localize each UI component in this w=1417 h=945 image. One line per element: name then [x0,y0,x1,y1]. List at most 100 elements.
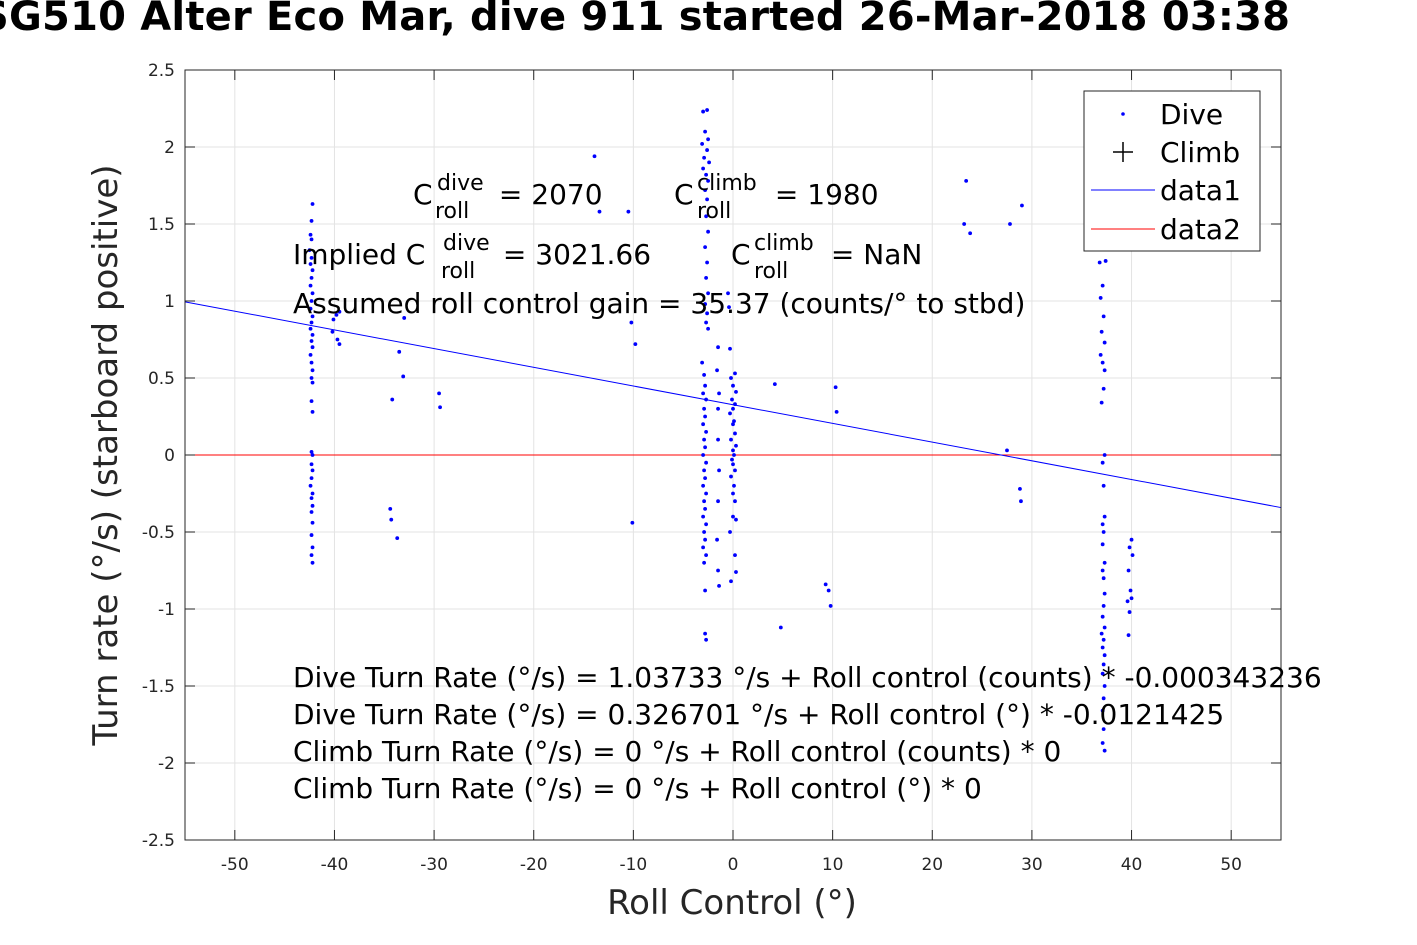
dive-point [308,353,313,357]
dive-point [706,178,710,183]
dive-point [962,222,967,226]
y-tick-label: 0 [164,446,175,466]
c-roll-climb-value: = 1980 [766,178,879,211]
dive-point [834,409,839,414]
dive-point [308,306,313,311]
dive-point [704,430,708,434]
dive-point [309,376,314,380]
c-roll-climb-sup: climb [697,171,757,196]
dive-point [1102,748,1107,753]
data1-line-group [184,301,1282,509]
dive-point [1008,222,1012,226]
dive-point [395,536,400,541]
dive-point [703,245,708,250]
dive-point [308,283,313,288]
dive-point [1100,741,1105,745]
dive-point [703,302,708,306]
dive-point [704,320,708,325]
dive-point [704,397,708,402]
dive-point [1126,633,1131,638]
x-tick-label: 30 [1021,855,1043,875]
dive-point [1128,588,1133,593]
dive-point [734,517,738,522]
implied-climb-value: = NaN [822,238,922,271]
legend-box [1083,90,1261,252]
dive-point [733,371,737,376]
dive-point [309,219,314,223]
dive-point [1102,560,1107,565]
dive-point [733,468,737,473]
dive-point [734,443,738,448]
dive-point [701,483,706,488]
dive-point [310,468,315,473]
dive-point [705,197,709,202]
dive-point [730,397,734,402]
annotation-implied-climb: C climb roll = NaN [731,231,922,284]
dive-point [1100,708,1105,713]
dive-point [732,483,736,488]
dive-point [1129,537,1134,542]
dive-point [1102,453,1107,457]
y-tick-label: 1.5 [148,215,175,235]
dive-point [727,305,731,310]
dive-point [1100,360,1105,365]
legend-data1-label: data1 [1160,174,1241,207]
dive-point [630,520,635,525]
fit-line-4: Climb Turn Rate (°/s) = 0 °/s + Roll con… [293,772,982,805]
c-roll-climb-base: C [674,178,694,211]
dive-point [729,376,733,380]
dive-point [310,380,315,385]
dive-point [1127,545,1132,550]
dive-point [309,399,314,403]
dive-point [592,154,597,159]
dive-point [308,232,313,237]
implied-climb-sub: roll [754,259,788,284]
x-tick-label: 10 [822,855,844,875]
dive-point [731,448,735,453]
dive-point [964,178,969,183]
dive-point [707,160,711,165]
dive-point [310,314,315,319]
dive-point [309,533,314,537]
fit-line-2: Dive Turn Rate (°/s) = 0.326701 °/s + Ro… [293,698,1224,731]
dive-point [1100,671,1105,676]
dive-point [1098,353,1103,357]
y-tick-label: 2 [164,138,175,158]
dive-point [728,346,732,351]
dive-point [1102,625,1107,630]
dive-point [401,374,406,379]
dive-point [310,291,315,296]
dive-point [731,514,735,519]
dive-point [704,276,708,280]
dive-point [1100,283,1105,288]
dive-point [1101,727,1106,732]
dive-point [309,450,314,454]
dive-point [706,291,710,296]
c-roll-dive-value: = 2070 [490,178,603,211]
dive-point [330,329,335,334]
dive-point [1102,591,1107,596]
dive-point [1102,368,1107,373]
dive-point [1101,662,1106,667]
dive-point [715,537,719,542]
annotation-implied-dive: Implied C dive roll = 3021.66 [293,231,651,284]
dive-point [715,368,719,373]
dive-point [1102,340,1107,345]
annotation-c-roll-dive: C dive roll = 2070 [413,171,603,224]
dive-point [703,537,708,542]
dive-point [437,391,441,396]
dive-point [337,342,342,347]
dive-point [705,311,709,316]
dive-point [772,382,777,387]
dive-point [731,491,735,496]
dive-point [701,109,706,114]
implied-climb-sup: climb [754,231,814,256]
dive-point [1100,645,1105,650]
dive-point [704,522,708,527]
dive-point [309,553,314,557]
dive-point [703,631,708,636]
dive-point [706,229,710,234]
dive-point [706,137,710,142]
